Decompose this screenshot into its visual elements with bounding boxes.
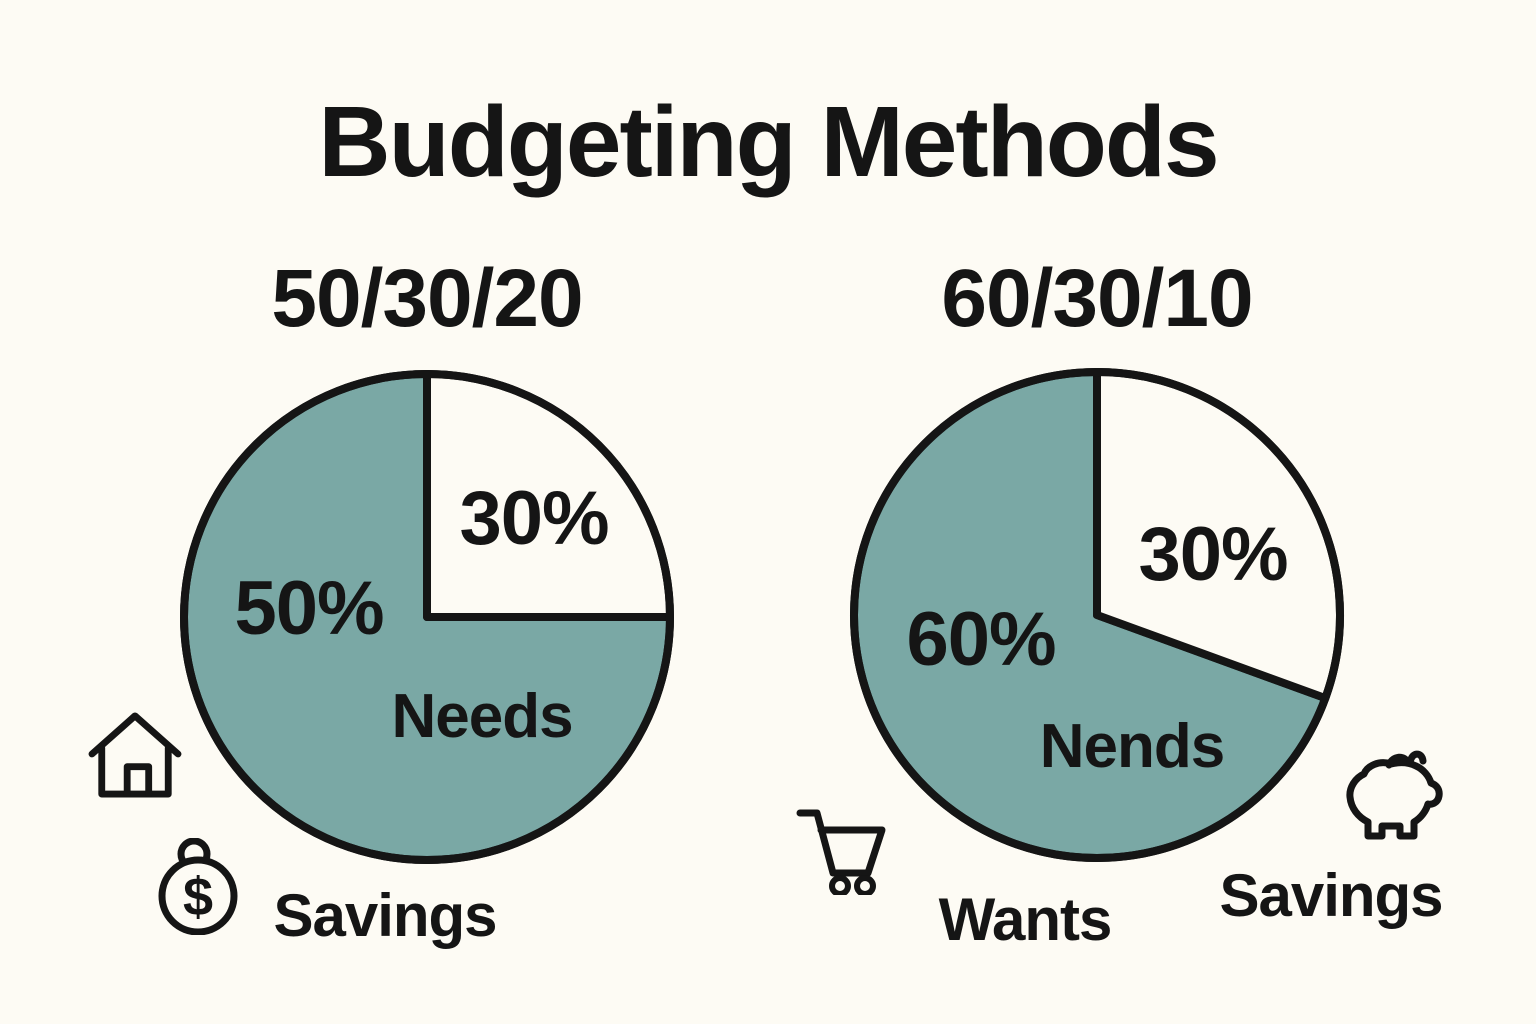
house-icon <box>88 710 182 798</box>
pie-outline <box>850 368 1344 862</box>
pie-60-30-10: 30% 60% Nends <box>847 365 1347 865</box>
wants-caption: Wants <box>938 886 1113 953</box>
slice-name-label: Needs <box>391 682 573 751</box>
piggy-bank-icon <box>1333 736 1445 841</box>
slice-percent-label: 30% <box>459 476 609 561</box>
savings-caption-left: Savings <box>273 882 497 949</box>
page-title: Budgeting Methods <box>318 86 1219 198</box>
pie-chart-60-30-10: 60/30/10 30% 60% Nends <box>847 0 1347 1024</box>
savings-caption-right: Savings <box>1219 862 1443 929</box>
pie-50-30-20: 30% 50% Needs <box>177 367 677 867</box>
pie-svg <box>850 368 1344 862</box>
shopping-cart-icon <box>796 803 902 895</box>
pie-outline <box>180 370 674 864</box>
chart-subtitle: 50/30/20 <box>271 253 583 344</box>
slice-percent-label: 50% <box>234 566 384 651</box>
slice-name-label: Nends <box>1039 712 1225 781</box>
slice-percent-label: 60% <box>906 597 1056 682</box>
slice-percent-label: 30% <box>1138 512 1288 597</box>
dollar-coin-icon: $ <box>152 838 244 935</box>
chart-subtitle: 60/30/10 <box>941 253 1253 344</box>
dollar-symbol: $ <box>183 867 213 927</box>
pie-chart-50-30-20: 50/30/20 30% 50% Needs <box>177 0 677 1024</box>
pie-svg <box>180 370 674 864</box>
